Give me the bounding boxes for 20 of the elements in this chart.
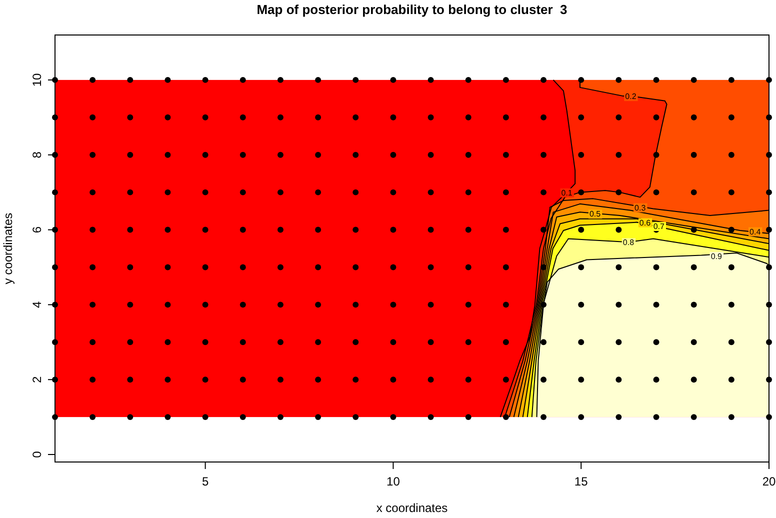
y-tick-label: 2: [30, 376, 44, 383]
chart-title: Map of posterior probability to belong to cluster 3: [256, 2, 568, 17]
y-tick-label: 4: [30, 301, 44, 308]
x-tick-label: 20: [762, 474, 776, 489]
annotation: 0.1: [561, 188, 573, 198]
y-tick-label: 10: [30, 72, 44, 87]
annotation: 0.9: [710, 252, 722, 261]
annotation: 0.7: [653, 222, 666, 232]
x-axis-title: x coordinates: [376, 501, 448, 515]
y-tick-label: 0: [30, 450, 44, 458]
annotation: 0.6: [639, 218, 652, 228]
y-tick-label: 6: [30, 226, 44, 234]
x-tick-label: 15: [574, 474, 588, 489]
x-tick-label: 10: [386, 474, 400, 489]
y-tick-label: 8: [30, 151, 44, 158]
annotation: 0.3: [634, 203, 646, 212]
x-tick-label: 5: [202, 474, 209, 489]
annotation: 0.4: [750, 227, 762, 236]
y-axis-title: y coordinates: [1, 212, 15, 284]
annotation: 0.5: [589, 210, 602, 219]
